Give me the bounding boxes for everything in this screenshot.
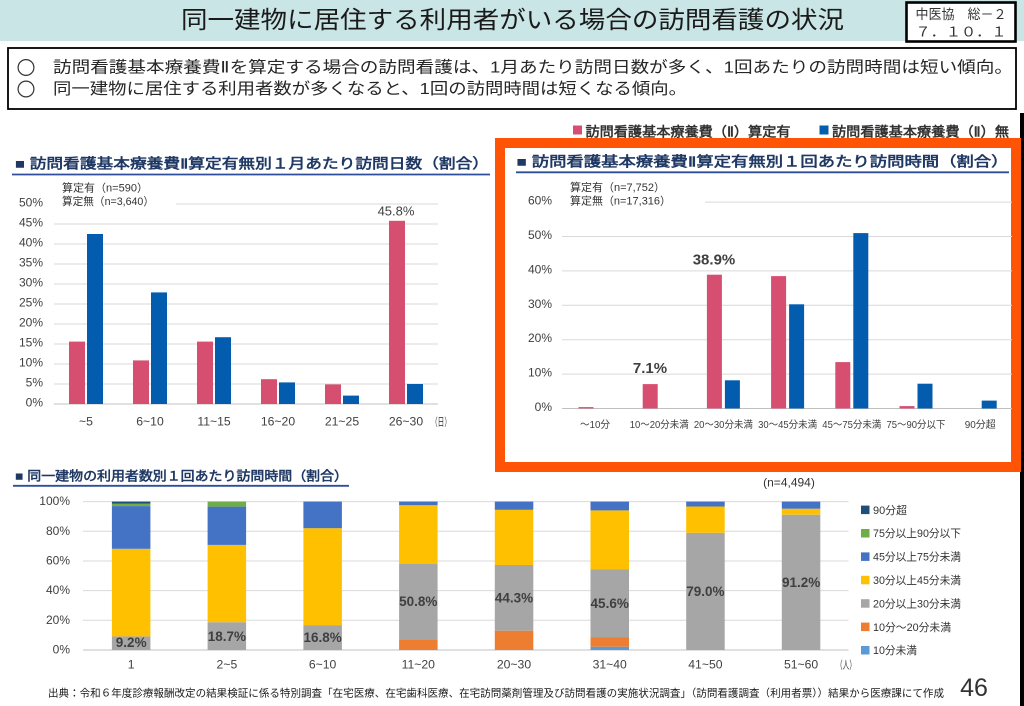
svg-text:0%: 0% (535, 400, 553, 414)
svg-text:■ 訪問看護基本療養費Ⅱ算定有無別１回あたり訪問時間（割合）: ■ 訪問看護基本療養費Ⅱ算定有無別１回あたり訪問時間（割合） (517, 154, 1009, 170)
svg-text:(n=4,494): (n=4,494) (763, 476, 815, 490)
svg-text:2~5: 2~5 (217, 658, 238, 672)
svg-text:75分以上90分以下: 75分以上90分以下 (873, 527, 961, 540)
svg-text:■ 訪問看護基本療養費Ⅱ算定有無別１月あたり訪問日数（割合）: ■ 訪問看護基本療養費Ⅱ算定有無別１月あたり訪問日数（割合） (15, 156, 489, 172)
svg-text:出典：令和６年度診療報酬改定の結果検証に係る特別調査「在宅医: 出典：令和６年度診療報酬改定の結果検証に係る特別調査「在宅医療、在宅歯科医療、在… (48, 687, 944, 700)
svg-text:40%: 40% (19, 236, 43, 250)
svg-text:30分以上45分未満: 30分以上45分未満 (873, 574, 961, 587)
svg-text:11~20: 11~20 (402, 658, 436, 672)
svg-text:７．１０．１: ７．１０．１ (916, 25, 1007, 40)
svg-text:25%: 25% (19, 296, 43, 310)
svg-text:～10分: ～10分 (580, 419, 611, 431)
svg-text:11~15: 11~15 (197, 415, 231, 429)
svg-text:60%: 60% (46, 554, 70, 568)
svg-text:50%: 50% (528, 228, 552, 242)
svg-text:10分未満: 10分未満 (873, 644, 917, 657)
svg-text:（日）: （日） (431, 416, 451, 429)
svg-text:算定有（n=590）: 算定有（n=590） (62, 181, 148, 195)
svg-text:10～20分未満: 10～20分未満 (630, 419, 689, 431)
svg-text:50%: 50% (19, 196, 43, 210)
svg-text:30～45分未満: 30～45分未満 (758, 419, 817, 431)
svg-text:訪問看護基本療養費Ⅱを算定する場合の訪問看護は、1月あたり訪: 訪問看護基本療養費Ⅱを算定する場合の訪問看護は、1月あたり訪問日数が多く、1回あ… (53, 58, 1013, 77)
svg-text:算定無（n=17,316）: 算定無（n=17,316） (570, 194, 671, 208)
svg-text:16.8%: 16.8% (303, 630, 341, 645)
svg-text:35%: 35% (19, 256, 43, 270)
svg-text:45～75分未満: 45～75分未満 (822, 419, 881, 431)
svg-text:6~10: 6~10 (136, 415, 164, 429)
svg-text:1: 1 (128, 658, 135, 672)
svg-text:16~20: 16~20 (261, 415, 295, 429)
svg-text:10%: 10% (528, 366, 552, 380)
svg-text:79.0%: 79.0% (686, 584, 724, 599)
svg-text:0%: 0% (26, 396, 44, 410)
svg-text:~5: ~5 (79, 415, 93, 429)
svg-text:20~30: 20~30 (497, 658, 531, 672)
svg-text:100%: 100% (39, 494, 70, 508)
svg-text:46: 46 (960, 674, 988, 702)
svg-text:40%: 40% (46, 583, 70, 597)
svg-text:30%: 30% (19, 276, 43, 290)
svg-text:20%: 20% (19, 316, 43, 330)
svg-text:44.3%: 44.3% (495, 591, 533, 606)
svg-text:訪問看護基本療養費（Ⅱ）無: 訪問看護基本療養費（Ⅱ）無 (832, 124, 1010, 140)
svg-text:0%: 0% (53, 643, 71, 657)
svg-text:6~10: 6~10 (309, 658, 337, 672)
svg-text:算定有（n=7,752）: 算定有（n=7,752） (570, 180, 665, 194)
svg-text:20～30分未満: 20～30分未満 (694, 419, 753, 431)
svg-text:10%: 10% (19, 356, 43, 370)
svg-text:算定無（n=3,640）: 算定無（n=3,640） (62, 194, 154, 208)
svg-text:45.8%: 45.8% (378, 204, 415, 219)
svg-text:5%: 5% (26, 376, 44, 390)
svg-text:20分以上30分未満: 20分以上30分未満 (873, 597, 961, 610)
svg-text:■ 同一建物の利用者数別１回あたり訪問時間（割合）: ■ 同一建物の利用者数別１回あたり訪問時間（割合） (15, 469, 348, 484)
svg-text:30%: 30% (528, 297, 552, 311)
svg-text:50.8%: 50.8% (399, 594, 437, 609)
svg-text:7.1%: 7.1% (633, 360, 667, 377)
svg-text:51~60: 51~60 (784, 658, 818, 672)
svg-text:80%: 80% (46, 524, 70, 538)
svg-text:9.2%: 9.2% (116, 635, 147, 650)
svg-text:41~50: 41~50 (688, 658, 722, 672)
svg-text:中医協 総－２: 中医協 総－２ (916, 7, 1007, 22)
svg-text:90分超: 90分超 (873, 503, 907, 517)
svg-text:10分～20分未満: 10分～20分未満 (873, 621, 951, 634)
svg-text:45分以上75分未満: 45分以上75分未満 (873, 551, 961, 564)
svg-text:訪問看護基本療養費（Ⅱ）算定有: 訪問看護基本療養費（Ⅱ）算定有 (586, 124, 791, 140)
svg-text:同一建物に居住する利用者がいる場合の訪問看護の状況: 同一建物に居住する利用者がいる場合の訪問看護の状況 (181, 7, 844, 34)
svg-text:21~25: 21~25 (325, 415, 359, 429)
svg-text:20%: 20% (528, 331, 552, 345)
svg-text:40%: 40% (528, 262, 552, 276)
svg-text:38.9%: 38.9% (693, 252, 736, 269)
svg-text:（人）: （人） (836, 659, 856, 672)
svg-text:75～90分以下: 75～90分以下 (887, 419, 946, 431)
svg-text:60%: 60% (528, 194, 552, 208)
svg-text:15%: 15% (19, 336, 43, 350)
svg-text:同一建物に居住する利用者数が多くなると、1回の訪問時間は短く: 同一建物に居住する利用者数が多くなると、1回の訪問時間は短くなる傾向。 (53, 80, 687, 98)
svg-text:90分超: 90分超 (965, 418, 996, 431)
svg-text:20%: 20% (46, 613, 70, 627)
svg-text:91.2%: 91.2% (782, 575, 820, 590)
svg-text:45%: 45% (19, 216, 43, 230)
svg-text:31~40: 31~40 (593, 658, 627, 672)
svg-text:26~30: 26~30 (389, 415, 423, 429)
svg-text:18.7%: 18.7% (208, 629, 246, 644)
svg-text:45.6%: 45.6% (591, 596, 629, 611)
